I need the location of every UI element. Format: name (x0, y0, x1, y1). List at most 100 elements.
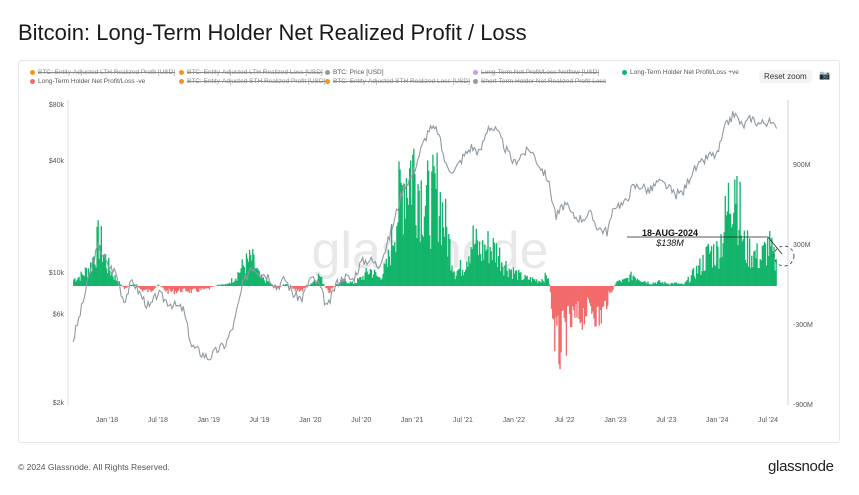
profit-bar (395, 252, 397, 286)
profit-bar (757, 268, 759, 286)
loss-bar (571, 286, 573, 328)
legend-item[interactable]: BTC: Price [USD] (325, 69, 384, 76)
profit-bar (239, 272, 241, 286)
profit-bar (425, 185, 428, 286)
profit-bar (99, 245, 101, 286)
profit-bar (542, 280, 544, 286)
legend-item[interactable]: BTC: Entity-Adjusted LTH Realized Profit… (30, 69, 175, 76)
profit-bar (652, 282, 654, 286)
profit-bar (381, 278, 383, 286)
profit-bar (510, 269, 512, 286)
loss-bar (173, 286, 176, 295)
legend-item[interactable]: Short-Term Holder Net Realized Profit-Lo… (473, 78, 606, 85)
profit-bar (357, 278, 359, 286)
loss-bar (609, 286, 611, 294)
profit-bar (90, 262, 92, 286)
profit-bar (662, 282, 664, 286)
profit-bar (690, 275, 693, 286)
profit-bar (259, 277, 261, 286)
profit-bar (240, 268, 242, 286)
profit-bar (251, 260, 253, 286)
profit-bar (378, 277, 380, 286)
profit-bar (238, 272, 240, 286)
profit-bar (284, 284, 287, 286)
legend-label: Long-Term Holder Net Profit/Loss -ve (38, 78, 146, 85)
legend-item[interactable]: BTC: Entity-Adjusted LTH Realized Loss [… (179, 69, 323, 76)
profit-bar (691, 269, 694, 286)
legend-label: Long-Term Holder Net Profit/Loss +ve (630, 69, 739, 76)
profit-bar (400, 182, 402, 286)
profit-bar (536, 279, 538, 286)
loss-bar (611, 286, 613, 293)
profit-bar (429, 235, 431, 286)
loss-bar (293, 286, 295, 289)
profit-bar (764, 243, 767, 286)
loss-bar (179, 286, 181, 289)
loss-bar (327, 286, 329, 290)
profit-bar (436, 152, 438, 286)
legend-item[interactable]: Long-Term Net Profit/Loss Netflow [USD] (473, 69, 599, 76)
profit-bar (650, 284, 652, 286)
reset-zoom-button[interactable]: Reset zoom (759, 70, 812, 83)
profit-bar (699, 258, 701, 286)
profit-bar (387, 249, 390, 286)
profit-bar (640, 281, 643, 286)
profit-bar (494, 262, 497, 286)
loss-bar (153, 286, 155, 289)
profit-bar (108, 257, 110, 286)
loss-bar (332, 286, 335, 288)
legend-item[interactable]: Long-Term Holder Net Profit/Loss -ve (30, 78, 145, 85)
profit-bar (724, 195, 726, 286)
legend-item[interactable]: BTC: Entity-Adjusted STH Realized Profit… (179, 78, 325, 85)
profit-bar (547, 278, 550, 286)
profit-bar (81, 274, 83, 286)
chart-panel (18, 60, 840, 443)
profit-bar (751, 255, 753, 286)
legend-dot-icon (179, 69, 184, 75)
profit-bar (367, 274, 369, 286)
loss-bar (557, 286, 559, 316)
profit-bar (377, 276, 379, 286)
profit-bar (689, 281, 692, 286)
profit-bar (370, 269, 373, 286)
legend-item[interactable]: BTC: Entity-Adjusted STH Realized Loss [… (325, 78, 470, 85)
profit-bar (455, 275, 457, 286)
profit-bar (471, 248, 473, 286)
profit-bar (634, 277, 636, 286)
profit-bar (237, 272, 239, 286)
profit-bar (341, 280, 343, 286)
legend-label: BTC: Entity-Adjusted LTH Realized Loss [… (187, 69, 323, 76)
profit-bar (502, 266, 504, 286)
profit-bar (258, 270, 260, 286)
profit-bar (675, 282, 678, 286)
profit-bar (112, 276, 114, 286)
profit-bar (506, 270, 508, 286)
profit-bar (309, 284, 311, 286)
loss-bar (576, 286, 578, 318)
loss-bar (141, 286, 144, 292)
profit-bar (708, 253, 711, 286)
profit-bar (235, 278, 237, 286)
profit-bar (427, 170, 430, 286)
profit-bar (769, 231, 771, 286)
loss-bar (591, 286, 593, 314)
profit-bar (351, 281, 354, 286)
legend-item[interactable]: Long-Term Holder Net Profit/Loss +ve (622, 69, 739, 76)
camera-icon[interactable]: 📷 (819, 70, 831, 80)
profit-bar (615, 282, 617, 286)
profit-bar (469, 263, 471, 286)
loss-bar (177, 286, 180, 291)
profit-bar (473, 244, 475, 286)
profit-bar (673, 282, 676, 286)
profit-bar (629, 274, 631, 286)
profit-bar (706, 245, 708, 286)
profit-bar (543, 282, 545, 286)
profit-bar (229, 283, 232, 286)
loss-bar (574, 286, 576, 318)
profit-bar (233, 282, 235, 286)
loss-bar (603, 286, 606, 302)
profit-bar (505, 261, 507, 286)
profit-bar (404, 218, 407, 286)
profit-bar (417, 184, 419, 286)
